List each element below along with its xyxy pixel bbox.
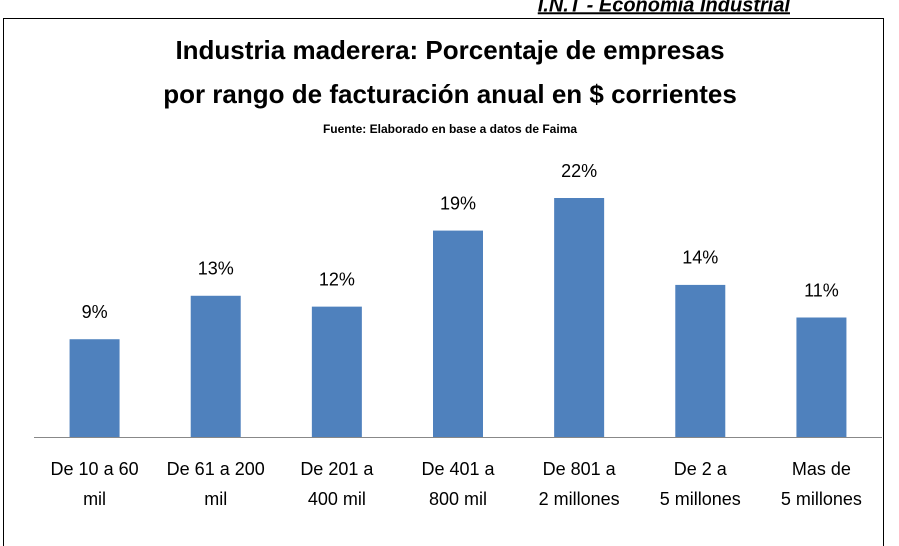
bar [311, 306, 362, 437]
page-header: I.N.T - Economía Industrial [538, 0, 791, 16]
x-tick-label: Mas de [792, 459, 851, 479]
x-tick-label: 5 millones [781, 489, 862, 509]
value-label: 22% [561, 161, 597, 181]
x-tick-label: De 401 a [421, 459, 495, 479]
value-label: 9% [82, 302, 108, 322]
chart-title: Industria maderera: Porcentaje de empres… [175, 35, 724, 65]
x-tick-label: mil [204, 489, 227, 509]
value-label: 14% [682, 248, 718, 268]
chart-title: por rango de facturación anual en $ corr… [163, 79, 737, 109]
bar [190, 295, 241, 437]
x-tick-label: 5 millones [660, 489, 741, 509]
bar [675, 284, 726, 437]
bar [554, 198, 605, 437]
x-tick-label: De 801 a [543, 459, 617, 479]
value-label: 19% [440, 193, 476, 213]
x-tick-label: mil [83, 489, 106, 509]
x-tick-label: 400 mil [308, 489, 366, 509]
bar [796, 317, 847, 437]
x-tick-label: De 2 a [674, 459, 728, 479]
x-tick-label: De 10 a 60 [51, 459, 139, 479]
value-label: 13% [198, 259, 234, 279]
x-tick-label: De 61 a 200 [167, 459, 265, 479]
x-tick-label: 800 mil [429, 489, 487, 509]
bar [433, 230, 483, 437]
chart-frame [3, 18, 884, 546]
bar [69, 339, 120, 437]
x-tick-label: De 201 a [300, 459, 374, 479]
value-label: 12% [319, 269, 355, 289]
value-label: 11% [804, 280, 839, 300]
x-tick-label: 2 millones [539, 489, 620, 509]
chart-subtitle: Fuente: Elaborado en base a datos de Fai… [323, 122, 577, 136]
